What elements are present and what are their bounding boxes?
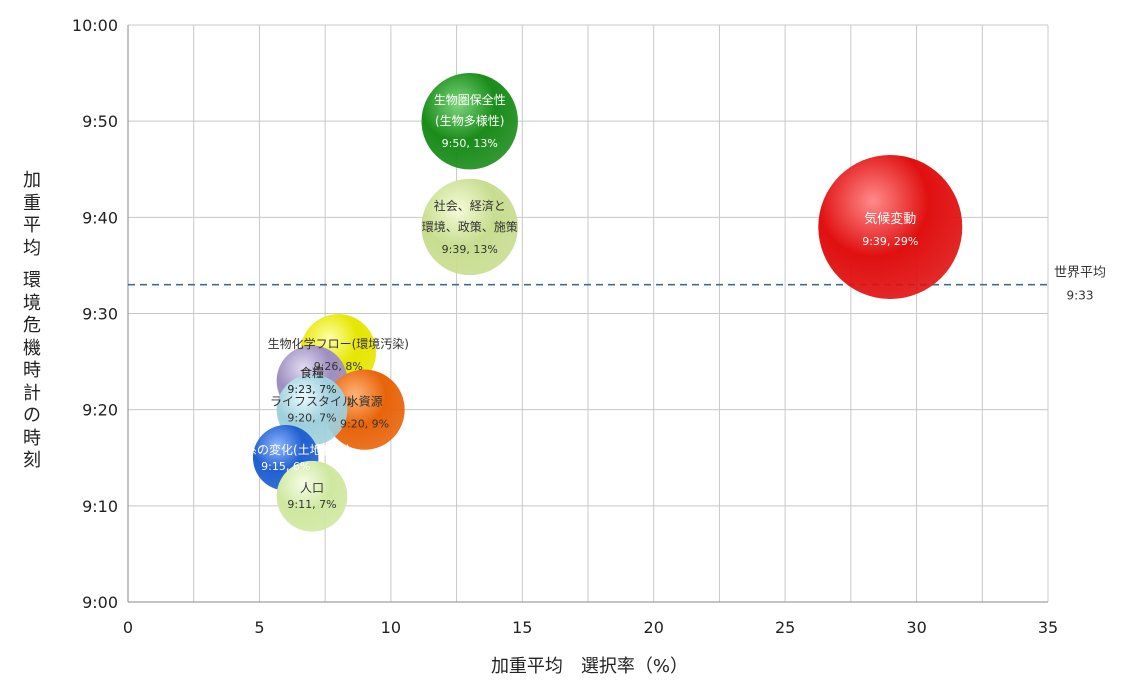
bubble-label: 食糧 [300,365,324,380]
bubble-sublabel: (生物多様性) [435,114,504,128]
bubble-label: 水資源 [347,395,383,409]
bubble [324,369,405,450]
bubble-label: 生物化学フロー(環境汚染) [268,336,409,351]
reference-label: 世界平均 [1054,266,1106,281]
bubble-label: 生物圏保全性 [434,92,506,107]
bubble-label: ライフスタイル [270,395,354,409]
bubble [276,460,348,532]
y-tick-label: 9:50 [82,112,118,131]
bubble-label: 気候変動 [864,211,916,227]
bubble-value-label: 9:39, 29% [862,235,918,248]
y-axis-label: 加重平均 環境危機時計の時刻 [14,170,50,473]
bubble-label: 社会、経済と [434,198,506,213]
axes: 0 5 10 15 20 25 30 35 9:00 9:10 9:20 9:30 9:40 9:50 10… [72,16,1058,637]
bubble-value-label: 9:26, 8% [314,360,363,373]
x-axis-label: 加重平均 選択率（%） [490,656,689,677]
bubble-value-label: 9:11, 7% [287,498,336,511]
y-tick-label: 10:00 [72,16,118,35]
grid [127,24,1049,603]
bubble-label: 人口 [300,481,324,495]
reference-value: 9:33 [1067,289,1094,303]
bubble-label: 陸域系の変化(土地利用) [221,442,350,457]
x-tick-label: 5 [254,618,264,637]
bubble-value-label: 9:50, 13% [442,137,498,150]
bubble-value-label: 9:39, 13% [442,243,498,256]
y-tick-label: 9:30 [82,305,118,324]
x-tick-label: 10 [381,618,401,637]
y-axis-label-part1: 加重平均 [23,170,41,259]
x-tick-label: 35 [1038,618,1058,637]
bubble-value-label: 9:20, 7% [287,412,336,425]
bubble-value-label: 9:23, 7% [287,383,336,396]
x-tick-label: 0 [123,618,133,637]
y-tick-label: 9:20 [82,401,118,420]
x-tick-label: 30 [906,618,926,637]
y-tick-label: 9:40 [82,208,118,227]
x-tick-label: 15 [512,618,532,637]
bubble [818,154,963,299]
bubble-value-label: 9:15, 6% [261,460,310,473]
y-tick-label: 9:10 [82,497,118,516]
x-tick-label: 25 [775,618,795,637]
x-tick-label: 20 [644,618,664,637]
bubble [421,72,518,170]
world-average-line: 世界平均 9:33 [128,266,1106,303]
y-axis-label-part2: 環境危機時計の時刻 [23,270,41,471]
bubble [421,178,518,276]
bubble-value-label: 9:20, 9% [340,418,389,431]
y-tick-label: 9:00 [82,593,118,612]
bubble-sublabel: 環境、政策、施策 [422,219,518,234]
